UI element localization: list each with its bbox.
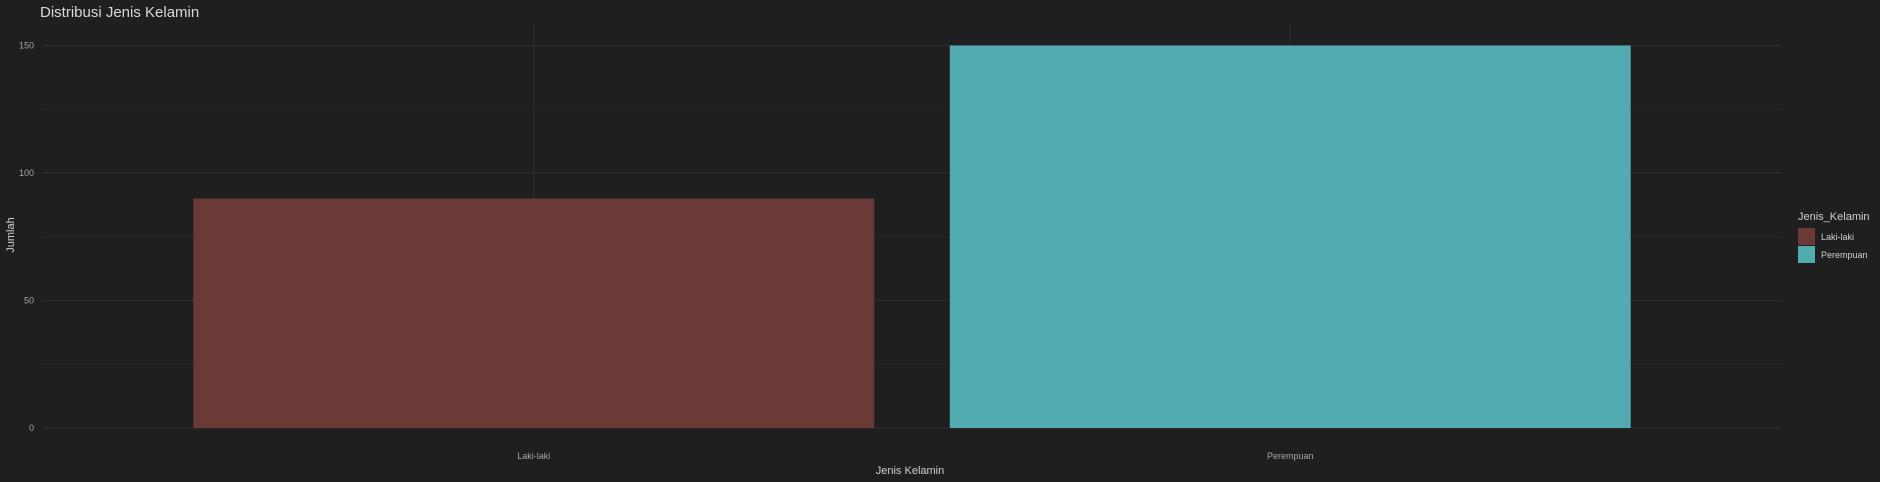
bar-perempuan: [949, 45, 1631, 428]
legend-items: Laki-laki Perempuan: [1798, 228, 1868, 263]
y-axis-title: Jumlah: [5, 217, 17, 252]
y-tick-label: 100: [19, 168, 34, 178]
y-axis-ticks: 0 50 100 150: [19, 41, 34, 434]
legend-label: Perempuan: [1821, 250, 1868, 260]
x-axis-ticks: Laki-laki Perempuan: [517, 451, 1313, 461]
chart-title: Distribusi Jenis Kelamin: [40, 4, 199, 21]
y-tick-label: 0: [29, 423, 34, 433]
y-tick-label: 50: [24, 296, 34, 306]
x-tick-label: Laki-laki: [517, 451, 550, 461]
bar-laki-laki: [193, 198, 875, 428]
y-tick-label: 150: [19, 41, 34, 51]
x-tick-label: Perempuan: [1267, 451, 1314, 461]
x-axis-title: Jenis Kelamin: [876, 465, 944, 477]
legend: Jenis_Kelamin Laki-laki Perempuan: [1798, 211, 1870, 263]
legend-swatch: [1798, 246, 1815, 263]
legend-title: Jenis_Kelamin: [1798, 211, 1870, 223]
legend-label: Laki-laki: [1821, 232, 1854, 242]
bars: [193, 45, 1631, 428]
legend-swatch: [1798, 228, 1815, 245]
